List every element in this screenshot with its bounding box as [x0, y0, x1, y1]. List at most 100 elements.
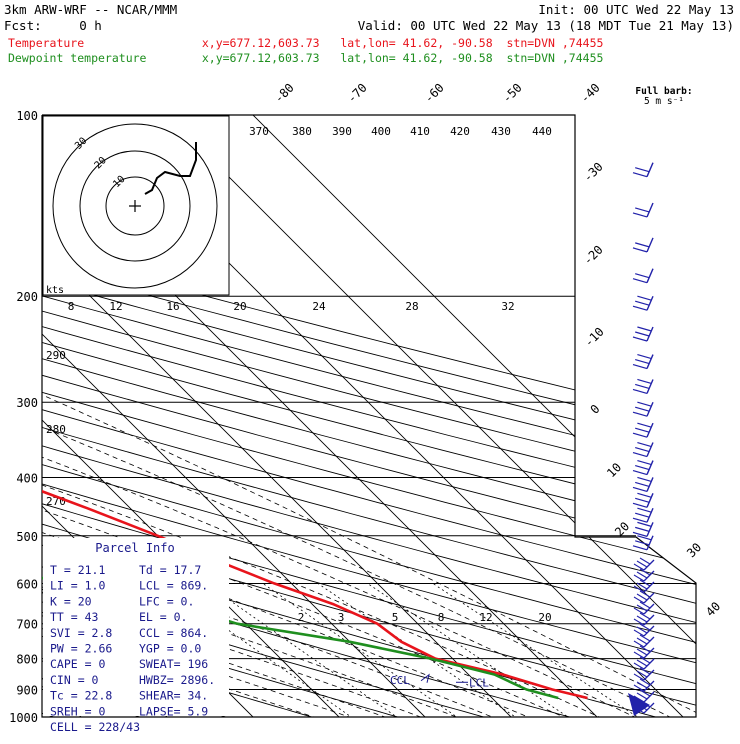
mixing-ratio-line — [262, 583, 476, 717]
moist-adiabat — [42, 295, 387, 717]
isotherm — [42, 115, 512, 717]
pressure-label: 1000 — [9, 711, 38, 725]
mixing-ratio-line — [205, 583, 416, 717]
mixing-ratio-label: 2 — [298, 611, 305, 624]
wind-barb — [646, 379, 654, 394]
full-barb-label: Full barb: — [635, 86, 692, 97]
hodograph-ring — [52, 123, 218, 289]
dry-adiabat — [42, 115, 696, 717]
dry-adiabat — [42, 115, 696, 717]
wind-barb — [643, 570, 655, 582]
dry-adiabat — [42, 115, 696, 717]
wind-barb — [646, 507, 654, 523]
pressure-label: 600 — [16, 577, 38, 591]
wind-barb — [643, 658, 655, 670]
wind-barb — [643, 559, 655, 571]
dry-adiabat — [42, 115, 696, 717]
moist-adiabat — [42, 295, 524, 717]
mixing-ratio-label: 5 — [392, 611, 399, 624]
valid-time: Valid: 00 UTC Wed 22 May 13 (18 MDT Tue … — [358, 18, 734, 33]
parcel-row-left: SVI = 2.8 — [50, 626, 112, 640]
wind-barb — [643, 614, 655, 626]
speed-ticks: 8 12 16 20 24 28 32 — [68, 300, 515, 313]
wind-barb — [643, 603, 655, 615]
theta-top-tick: 380 — [292, 125, 312, 138]
speed-tick: 8 — [68, 300, 75, 313]
mixing-ratio-label: 20 — [538, 611, 551, 624]
wind-barb — [646, 442, 654, 457]
wind-barb — [646, 477, 654, 492]
wind-barb — [646, 354, 654, 369]
parcel-row-right: SHEAR= 34. — [139, 689, 208, 703]
parcel-row-right: SWEAT= 196 — [139, 657, 208, 671]
mixing-ratio-labels: 2 3 5 8 12 20 — [298, 611, 552, 624]
pressure-label: 400 — [16, 471, 38, 485]
theta-label: 280 — [46, 423, 66, 436]
isotherm — [166, 115, 696, 717]
temperature-legend: Temperature x,y=677.12,603.73 lat,lon= 4… — [8, 36, 603, 50]
wind-barb — [643, 592, 655, 604]
parcel-row-left: T = 21.1 — [50, 563, 105, 577]
wind-barb — [646, 268, 654, 283]
wind-barb — [646, 522, 654, 537]
parcel-panel-bg — [43, 538, 229, 716]
mixing-ratio-label: 3 — [338, 611, 345, 624]
parcel-row-left: CIN = 0 — [50, 673, 99, 687]
wind-barb — [643, 625, 655, 637]
plot-frame — [41, 114, 697, 718]
ccl-marker: CCL — [390, 674, 410, 687]
pressure-label: 200 — [16, 290, 38, 304]
wind-barb — [643, 702, 655, 714]
wind-barb — [643, 647, 655, 659]
lcl-marker: LCL — [469, 676, 489, 689]
wind-barb — [646, 162, 654, 177]
speed-tick: 12 — [109, 300, 122, 313]
wind-barb — [646, 422, 654, 438]
wind-barb — [643, 636, 655, 648]
moist-adiabat — [42, 295, 352, 717]
level-markers: CCL LCL — [390, 673, 489, 689]
mixing-ratio-line — [367, 583, 588, 717]
parcel-row-left: Tc = 22.8 — [50, 689, 112, 703]
isotherm — [42, 115, 426, 717]
pressure-label: 300 — [16, 396, 38, 410]
pressure-label: 100 — [16, 109, 38, 123]
wind-barb — [646, 326, 654, 342]
theta-top-tick: 440 — [532, 125, 552, 138]
pennant-barb — [628, 693, 650, 716]
wind-barb — [646, 295, 654, 311]
theta-top-tick: 370 — [249, 125, 269, 138]
wind-barb — [643, 669, 655, 681]
dry-adiabat — [42, 115, 696, 717]
temperature-line — [42, 115, 588, 700]
speed-tick: 32 — [501, 300, 514, 313]
kts-label: kts — [46, 285, 64, 296]
sounding-series — [42, 115, 588, 700]
pressure-label: 700 — [16, 618, 38, 632]
speed-tick: 28 — [405, 300, 418, 313]
dewpoint-legend: Dewpoint temperature x,y=677.12,603.73 l… — [8, 51, 603, 65]
wind-barb — [646, 460, 654, 475]
parcel-row-left: PW = 2.66 — [50, 642, 112, 656]
parcel-title: Parcel Info — [95, 541, 174, 555]
theta-top-ticks: 370 380 390 400 410 420 430 440 — [249, 125, 552, 138]
isotherm — [252, 115, 696, 717]
mixing-ratio-line — [317, 583, 535, 717]
parcel-row-right: LAPSE= 5.9 — [139, 704, 208, 718]
theta-label: 290 — [46, 349, 66, 362]
mixing-ratio-line — [432, 583, 658, 717]
moist-adiabat — [42, 295, 696, 717]
parcel-row-left: CAPE = 0 — [50, 657, 105, 671]
init-time: Init: 00 UTC Wed 22 May 13 — [538, 2, 734, 17]
theta-top-tick: 420 — [450, 125, 470, 138]
dry-adiabat — [42, 115, 444, 717]
moist-adiabat — [42, 295, 628, 717]
wind-barb — [646, 493, 654, 508]
theta-top-tick: 390 — [332, 125, 352, 138]
dry-adiabat — [42, 115, 696, 717]
parcel-info-panel: Parcel Info T = 21.1 Td = 17.7 LI = 1.0 LCL… — [43, 538, 229, 734]
pressure-label: 500 — [16, 530, 38, 544]
dry-adiabat — [42, 115, 696, 717]
dry-adiabat — [42, 115, 696, 717]
